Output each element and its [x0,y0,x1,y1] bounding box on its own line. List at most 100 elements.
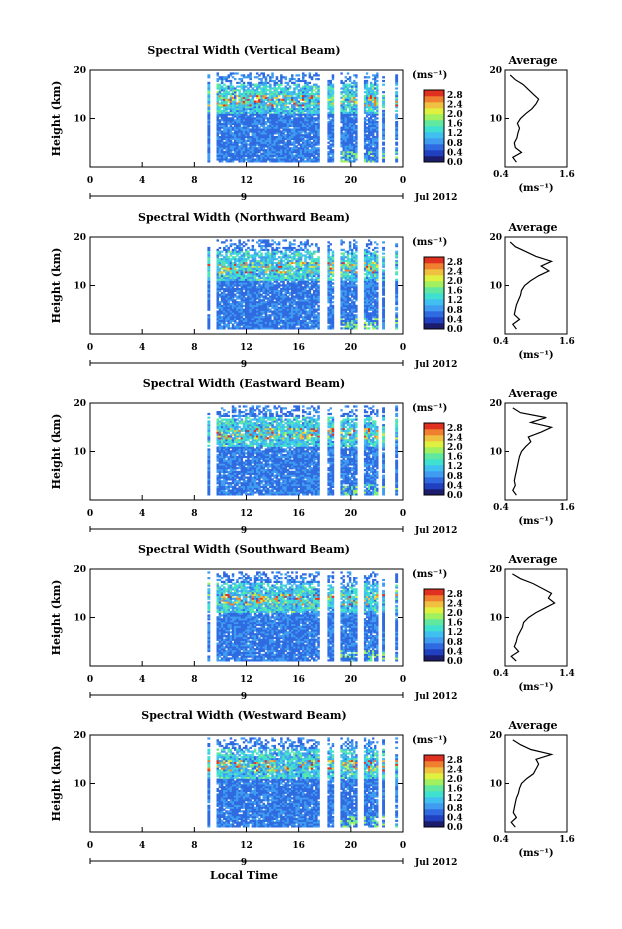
heatmap-cell [227,293,230,296]
heatmap-cell [340,132,343,135]
heatmap-cell [331,150,335,154]
heatmap-cell [260,72,263,75]
heatmap-cell [286,91,290,94]
average-unit: (ms⁻¹) [518,183,553,194]
heatmap-cell [264,278,268,281]
heatmap-cell [225,117,228,120]
heatmap-cell [236,89,239,92]
heatmap-cell [315,96,318,99]
heatmap-cell [225,274,228,278]
heatmap-cell [249,119,252,122]
heatmap-cell [229,317,233,321]
heatmap-cell [346,139,350,142]
heatmap-cell [251,132,255,135]
heatmap-cell [245,147,248,150]
heatmap-cell [256,263,259,266]
heatmap-cell [266,289,270,293]
heatmap-cell [229,113,233,116]
heatmap-cell [304,107,307,111]
heatmap-cell [310,301,314,304]
heatmap-cell [231,263,235,266]
heatmap-cell [253,288,257,291]
heatmap-cell [327,107,330,111]
heatmap-cell [262,149,265,152]
heatmap-cell [207,81,211,84]
heatmap-cell [348,100,352,103]
heatmap-cell [269,143,272,146]
heatmap-cell [238,312,241,315]
heatmap-cell [295,304,298,307]
heatmap-cell [299,256,303,259]
heatmap-cell [269,119,272,122]
heatmap-cell [249,314,252,317]
heatmap-cell [317,119,320,122]
heatmap-cell [304,327,307,330]
heatmap-cell [256,115,259,118]
heatmap [207,72,399,163]
heatmap-cell [229,327,233,330]
heatmap-cell [234,94,237,98]
heatmap-cell [355,134,358,137]
heatmap-cell [249,308,252,311]
heatmap-cell [317,150,320,154]
heatmap-cell [376,83,379,86]
heatmap-cell [258,293,261,296]
heatmap-cell [304,154,307,157]
heatmap-cell [329,312,332,315]
heatmap-cell [260,299,263,302]
heatmap-cell [306,121,309,124]
heatmap-cell [264,323,268,326]
heatmap-cell [249,141,252,144]
heatmap-cell [342,126,345,129]
heatmap-cell [238,301,241,304]
heatmap-cell [351,93,354,96]
heatmap-cell [302,74,305,77]
heatmap-cell [242,245,246,248]
heatmap-cell [372,89,375,92]
heatmap-cell [297,111,301,114]
heatmap-cell [327,274,330,278]
heatmap-cell [269,265,272,268]
heatmap-cell [231,132,235,135]
heatmap-cell [242,137,246,140]
heatmap-cell [240,119,244,122]
heatmap-cell [218,271,222,274]
heatmap-cell [302,128,305,131]
heatmap-cell [284,136,287,139]
heatmap-cell [271,250,274,253]
heatmap-cell [315,291,318,294]
heatmap-cell [329,271,332,274]
heatmap-cell [277,154,281,157]
heatmap-cell [327,258,330,261]
heatmap-cell [291,317,294,321]
heatmap-cell [288,282,292,285]
heatmap-cell [342,297,345,300]
heatmap-cell [353,94,356,98]
heatmap-cell [302,96,305,99]
heatmap-cell [275,117,279,120]
heatmap-cell [218,258,222,261]
heatmap-cell [340,156,343,159]
heatmap-cell [317,126,320,129]
heatmap-cell [227,147,230,150]
heatmap-cell [351,143,354,146]
heatmap-cell [284,261,287,265]
heatmap-cell [225,130,228,133]
heatmap-cell [266,141,270,144]
heatmap-cell [327,314,330,317]
heatmap-cell [260,327,263,330]
heatmap-cell [266,241,270,244]
heatmap-cell [220,321,224,324]
heatmap-cell [329,96,332,99]
heatmap-cell [207,87,211,90]
heatmap-cell [329,314,332,317]
heatmap-cell [251,145,255,148]
heatmap-cell [216,316,219,319]
heatmap-cell [297,136,301,139]
day-marker: 9 [241,193,247,203]
heatmap-cell [238,122,241,126]
heatmap-cell [229,250,233,253]
heatmap-cell [310,256,314,259]
heatmap-cell [310,121,314,124]
heatmap-cell [216,147,219,150]
